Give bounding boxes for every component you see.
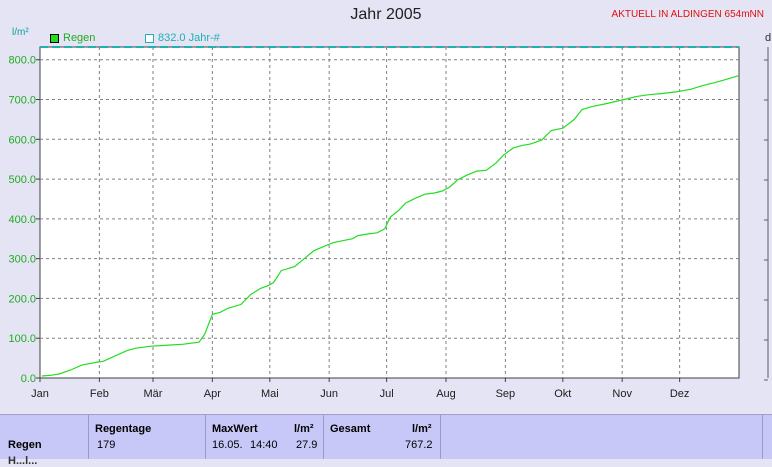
gesamt-header: Gesamt bbox=[330, 423, 371, 435]
x-tick-label: Sep bbox=[496, 388, 516, 400]
maxwert-date: 16.05. bbox=[212, 439, 243, 451]
y-tick-label: 700.0 bbox=[8, 95, 36, 107]
rain-chart: 0.0 100.0 200.0 300.0 400.0 500.0 600.0 700.0 80… bbox=[8, 46, 769, 400]
legend-swatch-regen bbox=[50, 33, 59, 43]
maxwert-header: MaxWert bbox=[212, 423, 258, 435]
row-label-regen: Regen bbox=[8, 439, 42, 451]
y-tick-label: 500.0 bbox=[8, 174, 36, 186]
y-tick-label: 100.0 bbox=[8, 333, 36, 345]
series-line-regen bbox=[41, 75, 740, 377]
summary-table: Regen H...l... Regentage 179 MaxWert l/m… bbox=[0, 414, 772, 467]
x-tick-label: Jul bbox=[380, 388, 394, 400]
x-tick-label: Dez bbox=[670, 388, 690, 400]
x-tick-label: Mär bbox=[144, 388, 163, 400]
y-tick-label: 800.0 bbox=[8, 55, 36, 67]
x-tick-label: Nov bbox=[612, 388, 632, 400]
legend-label-regen: Regen bbox=[63, 32, 96, 44]
y-tick-label: 0.0 bbox=[21, 373, 36, 385]
table-divider bbox=[88, 415, 89, 459]
gesamt-unit: l/m² bbox=[412, 423, 432, 435]
legend-label-jahr: 832.0 Jahr-# bbox=[158, 32, 220, 44]
table-divider bbox=[205, 415, 206, 459]
y-axis-label: l/m² bbox=[12, 27, 29, 38]
x-tick-label: Aug bbox=[436, 388, 456, 400]
x-tick-label: Jan bbox=[31, 388, 49, 400]
y-tick-label: 300.0 bbox=[8, 254, 36, 266]
maxwert-value: 27.9 bbox=[296, 439, 318, 451]
legend-item-regen: Regen bbox=[50, 32, 95, 44]
regentage-value: 179 bbox=[97, 439, 116, 451]
right-edge-label: d bbox=[765, 32, 772, 44]
row-label-cut: H...l... bbox=[8, 455, 38, 467]
legend-item-jahr: 832.0 Jahr-# bbox=[145, 32, 220, 44]
maxwert-unit: l/m² bbox=[294, 423, 314, 435]
maxwert-time: 14:40 bbox=[250, 439, 278, 451]
x-tick-label: Apr bbox=[204, 388, 221, 400]
chart-title: Jahr 2005 bbox=[350, 6, 422, 23]
table-divider bbox=[323, 415, 324, 459]
y-tick-label: 200.0 bbox=[8, 293, 36, 305]
regentage-header: Regentage bbox=[95, 423, 152, 435]
legend-swatch-jahr bbox=[145, 33, 154, 43]
gesamt-value: 767.2 bbox=[405, 439, 433, 451]
x-tick-label: Jun bbox=[320, 388, 338, 400]
x-tick-label: Feb bbox=[90, 388, 109, 400]
table-divider bbox=[762, 415, 763, 459]
station-badge: AKTUELL IN ALDINGEN 654mNN bbox=[611, 9, 764, 20]
x-tick-label: Okt bbox=[554, 388, 571, 400]
y-tick-label: 400.0 bbox=[8, 214, 36, 226]
table-divider bbox=[440, 415, 441, 459]
y-tick-label: 600.0 bbox=[8, 134, 36, 146]
x-tick-label: Mai bbox=[261, 388, 279, 400]
